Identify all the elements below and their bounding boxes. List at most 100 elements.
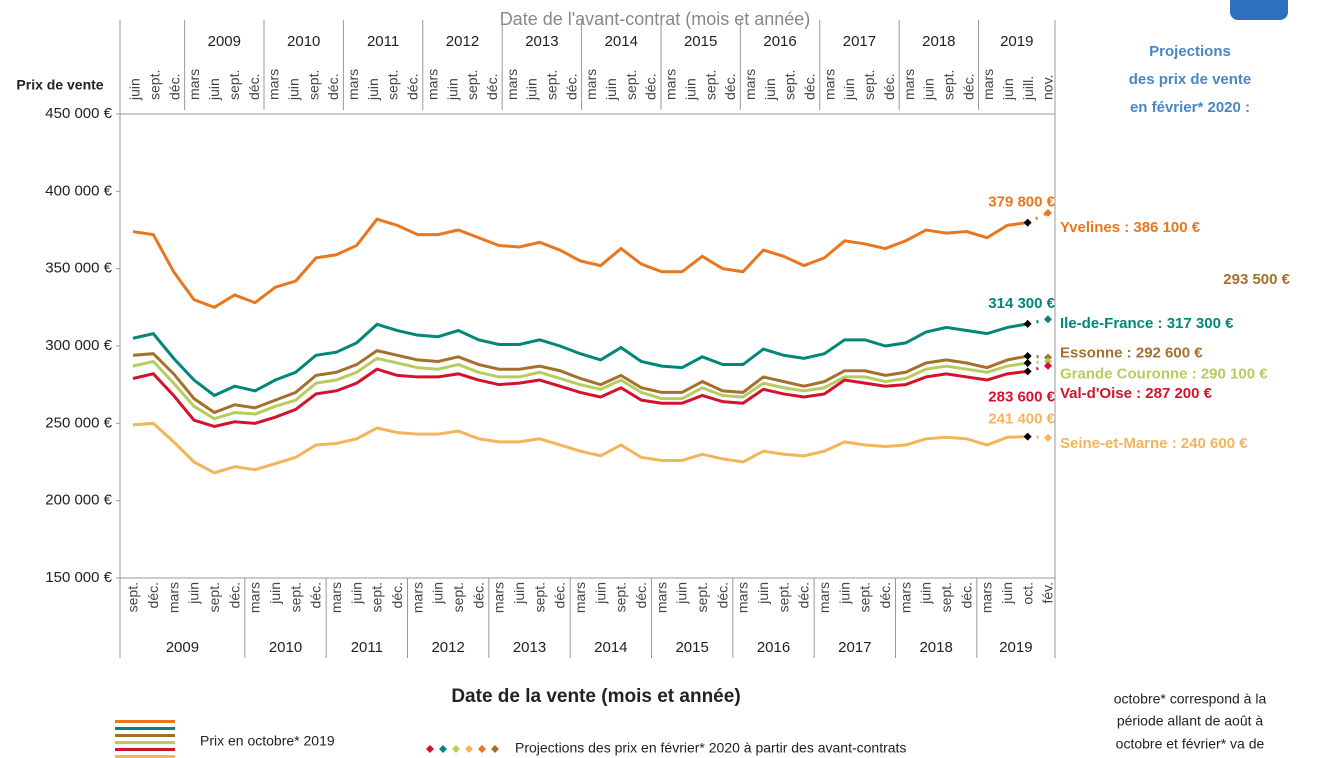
projection-connector — [1027, 354, 1049, 359]
note: période allant de août à — [1117, 713, 1264, 729]
series-line — [132, 322, 1028, 398]
y-tick-label: 350 000 € — [45, 260, 112, 277]
x-tick-label: sept. — [775, 582, 791, 612]
top-tick-label: mars — [504, 69, 520, 100]
projection-point — [1044, 315, 1052, 324]
x-tick-label: mars — [897, 582, 913, 613]
top-tick-label: juin — [921, 78, 937, 101]
top-tick-label: sept. — [940, 70, 956, 100]
projection-label: Val-d'Oise : 287 200 € — [1060, 385, 1213, 402]
top-tick-label: mars — [742, 69, 758, 100]
x-tick-label: déc. — [714, 582, 730, 608]
series-line — [132, 356, 1028, 421]
x-tick-label: fév. — [1040, 582, 1056, 604]
projection-connector — [1027, 211, 1049, 224]
legend-diamond — [465, 745, 473, 753]
top-tick-label: juin — [444, 78, 460, 101]
series-line — [132, 217, 1028, 309]
top-tick-label: sept. — [385, 70, 401, 100]
top-tick-label: sept. — [861, 70, 877, 100]
top-tick-label: mars — [663, 69, 679, 100]
top-tick-label: sept. — [305, 70, 321, 100]
top-year-label: 2018 — [922, 33, 955, 50]
last-point — [1023, 352, 1032, 361]
legend-diamond — [491, 745, 499, 753]
series-line — [132, 349, 1028, 415]
x-tick-label: déc. — [877, 582, 893, 608]
last-point — [1023, 218, 1032, 227]
top-tick-label: sept. — [702, 70, 718, 100]
year-label: 2016 — [757, 639, 790, 656]
top-year-label: 2019 — [1000, 33, 1033, 50]
top-tick-label: déc. — [960, 74, 976, 100]
top-tick-label: déc. — [325, 74, 341, 100]
value-label: 283 600 € — [988, 388, 1055, 405]
value-label: 314 300 € — [988, 295, 1055, 312]
x-tick-label: mars — [816, 582, 832, 613]
projection-label: Essonne : 292 600 € — [1060, 344, 1203, 361]
top-tick-label: sept. — [464, 70, 480, 100]
projection-point — [1044, 361, 1052, 370]
x-tick-label: déc. — [308, 582, 324, 608]
projection-connector — [1027, 435, 1049, 440]
x-tick-label: juin — [430, 582, 446, 605]
x-tick-label: sept. — [287, 582, 303, 612]
y-tick-label: 150 000 € — [45, 569, 112, 586]
value-label: 379 800 € — [988, 194, 1055, 211]
top-tick-label: juill. — [1020, 76, 1036, 101]
top-tick-label: déc. — [802, 74, 818, 100]
x-tick-label: mars — [491, 582, 507, 613]
top-tick-label: nov. — [1040, 75, 1056, 100]
year-label: 2009 — [166, 639, 199, 656]
legend-label: Prix en octobre* 2019 — [200, 733, 335, 749]
x-tick-label: sept. — [206, 582, 222, 612]
series-line — [132, 421, 1028, 475]
note: octobre* correspond à la — [1114, 691, 1267, 707]
x-tick-label: sept. — [857, 582, 873, 612]
top-tick-label: mars — [424, 69, 440, 100]
projection-point — [1044, 433, 1052, 442]
top-tick-label: sept. — [782, 70, 798, 100]
top-axis-title: Date de l'avant-contrat (mois et année) — [500, 9, 811, 29]
x-tick-label: sept. — [938, 582, 954, 612]
x-tick-label: déc. — [633, 582, 649, 608]
series-line — [132, 367, 1028, 428]
x-tick-label: sept. — [450, 582, 466, 612]
top-tick-label: déc. — [405, 74, 421, 100]
top-tick-label: sept. — [544, 70, 560, 100]
projection-label: Seine-et-Marne : 240 600 € — [1060, 435, 1248, 452]
top-tick-label: juin — [841, 78, 857, 101]
top-year-label: 2012 — [446, 33, 479, 50]
x-tick-label: juin — [755, 582, 771, 605]
x-tick-label: juin — [186, 582, 202, 605]
x-tick-label: déc. — [145, 582, 161, 608]
top-tick-label: juin — [206, 78, 222, 101]
top-year-label: 2010 — [287, 33, 320, 50]
x-tick-label: mars — [165, 582, 181, 613]
x-tick-label: déc. — [389, 582, 405, 608]
top-tick-label: mars — [583, 69, 599, 100]
value-label: 293 500 € — [1223, 271, 1290, 288]
legend-swatch — [115, 720, 175, 723]
year-label: 2010 — [269, 639, 302, 656]
top-tick-label: mars — [821, 69, 837, 100]
top-tick-label: déc. — [643, 74, 659, 100]
legend-swatch — [115, 741, 175, 744]
x-tick-label: juin — [999, 582, 1015, 605]
top-tick-label: déc. — [881, 74, 897, 100]
legend-diamond — [452, 745, 460, 753]
top-tick-label: juin — [524, 78, 540, 101]
x-tick-label: déc. — [796, 582, 812, 608]
projection-label: Ile-de-France : 317 300 € — [1060, 315, 1234, 332]
top-year-label: 2014 — [605, 33, 638, 50]
year-label: 2017 — [838, 639, 871, 656]
top-tick-label: déc. — [484, 74, 500, 100]
last-point — [1023, 319, 1032, 328]
top-tick-label: déc. — [563, 74, 579, 100]
legend-swatch — [115, 734, 175, 737]
x-tick-label: juin — [592, 582, 608, 605]
x-tick-label: sept. — [613, 582, 629, 612]
top-year-label: 2011 — [367, 33, 399, 50]
y-tick-label: 300 000 € — [45, 337, 112, 354]
